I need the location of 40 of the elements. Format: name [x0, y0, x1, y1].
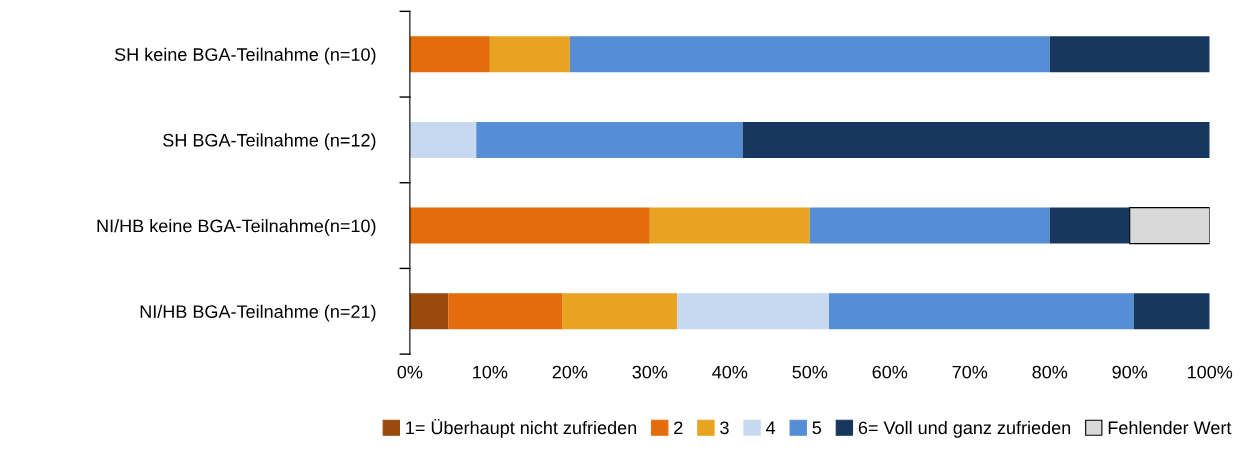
y-tick-label: SH BGA-Teilnahme (n=12)	[163, 133, 376, 151]
bar	[828, 293, 1134, 330]
x-tick-label: 40%	[712, 365, 748, 379]
legend-label: 2	[674, 421, 683, 434]
bar	[1133, 293, 1210, 330]
y-tick-label: NI/HB BGA-Teilnahme (n=21)	[140, 304, 376, 322]
x-tick-label: 70%	[952, 365, 988, 379]
legend-label: 1= Überhaupt nicht zufrieden	[406, 418, 637, 438]
bar	[409, 293, 449, 330]
bar	[649, 207, 810, 244]
legend-label: 5	[812, 421, 822, 435]
bar	[809, 207, 1050, 244]
bar	[1049, 36, 1210, 73]
bar	[677, 293, 829, 330]
bar	[569, 36, 1050, 73]
x-tick-label: 50%	[792, 365, 828, 379]
bar	[448, 293, 563, 330]
x-tick-label: 90%	[1112, 365, 1148, 379]
bar	[1129, 207, 1210, 245]
x-tick-label: 10%	[473, 365, 508, 379]
bar	[476, 121, 743, 158]
x-tick-label: 100%	[1188, 365, 1233, 379]
bar	[489, 36, 570, 73]
legend-label: 3	[720, 421, 729, 435]
legend-label: 6= Voll und ganz zufrieden	[858, 420, 1071, 438]
bar	[562, 293, 678, 330]
x-tick-label: 0%	[397, 365, 423, 379]
legend-label: 4	[766, 421, 776, 434]
bar	[1049, 207, 1130, 244]
x-tick-label: 80%	[1032, 365, 1068, 379]
x-tick-label: 60%	[872, 365, 908, 379]
bar	[409, 36, 490, 73]
bar	[409, 207, 650, 244]
y-tick-label: SH keine BGA-Teilnahme (n=10)	[114, 47, 376, 65]
bar	[409, 121, 477, 158]
x-tick-label: 30%	[632, 365, 668, 379]
bar	[742, 121, 1210, 158]
y-tick-label: NI/HB keine BGA-Teilnahme(n=10)	[97, 219, 376, 236]
x-tick-label: 20%	[552, 365, 588, 379]
legend-label: Fehlender Wert	[1108, 420, 1232, 435]
